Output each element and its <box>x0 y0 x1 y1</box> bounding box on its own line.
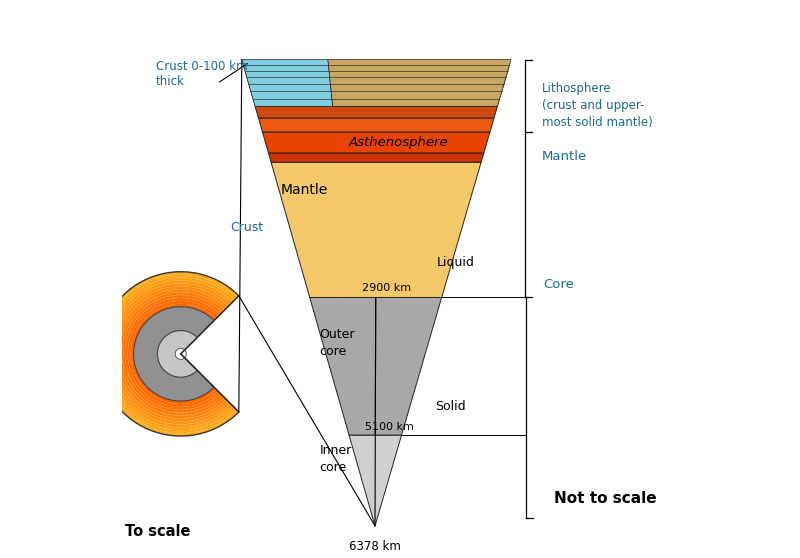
Text: Liquid: Liquid <box>437 256 474 269</box>
Text: 6378 km: 6378 km <box>349 540 401 553</box>
Wedge shape <box>128 301 218 407</box>
Wedge shape <box>134 307 214 401</box>
Polygon shape <box>269 153 484 162</box>
Wedge shape <box>125 298 220 410</box>
Polygon shape <box>258 118 494 132</box>
Polygon shape <box>243 65 510 71</box>
Text: Lithosphere
(crust and upper-
most solid mantle): Lithosphere (crust and upper- most solid… <box>542 82 652 129</box>
Text: Crust: Crust <box>230 222 264 234</box>
Text: Outer
core: Outer core <box>319 328 355 358</box>
Wedge shape <box>113 286 229 421</box>
Wedge shape <box>158 330 198 377</box>
Polygon shape <box>251 92 502 99</box>
Text: Inner
core: Inner core <box>319 444 352 474</box>
Polygon shape <box>255 107 498 118</box>
Text: Not to scale: Not to scale <box>554 490 657 506</box>
Text: Solid: Solid <box>434 400 466 413</box>
Text: Core: Core <box>543 278 574 291</box>
Polygon shape <box>262 132 490 153</box>
Wedge shape <box>130 304 216 404</box>
Text: Mantle: Mantle <box>281 183 328 197</box>
Polygon shape <box>242 60 333 107</box>
Wedge shape <box>105 277 234 430</box>
Polygon shape <box>247 78 506 84</box>
Text: Mantle: Mantle <box>542 150 587 163</box>
Polygon shape <box>328 60 511 107</box>
Polygon shape <box>245 71 508 78</box>
Polygon shape <box>310 297 442 435</box>
Wedge shape <box>122 295 222 413</box>
Polygon shape <box>271 162 481 297</box>
Wedge shape <box>119 292 224 416</box>
Polygon shape <box>349 435 402 526</box>
Text: 2900 km: 2900 km <box>362 283 411 293</box>
Wedge shape <box>98 272 239 436</box>
Text: To scale: To scale <box>126 524 190 539</box>
Wedge shape <box>102 275 237 433</box>
Wedge shape <box>116 289 226 418</box>
Wedge shape <box>107 281 233 427</box>
Polygon shape <box>253 99 499 107</box>
Text: Asthenosphere: Asthenosphere <box>349 136 448 149</box>
Text: 5100 km: 5100 km <box>365 422 414 432</box>
Text: Crust 0-100 km
thick: Crust 0-100 km thick <box>156 60 247 88</box>
Circle shape <box>175 348 186 359</box>
Polygon shape <box>249 84 504 92</box>
Wedge shape <box>110 283 230 425</box>
